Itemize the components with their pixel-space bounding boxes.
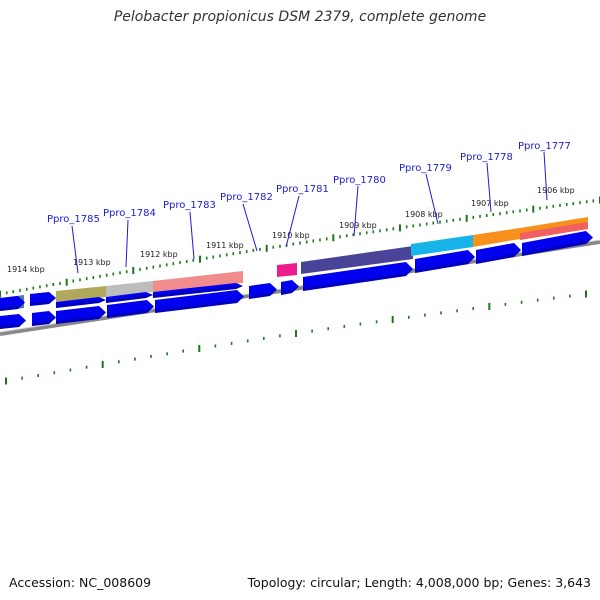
callout-line [242,203,258,252]
callout-line [189,211,195,260]
gene-arrow-shade [107,306,154,318]
gene-arrow-shade [476,250,521,264]
gene-arrow-shade [415,257,475,273]
gene-arrow[interactable] [281,280,299,295]
gene-arrow[interactable] [303,262,413,291]
gene-label-ppro-1785[interactable]: Ppro_1785 [47,214,100,225]
gene-label-ppro-1781[interactable]: Ppro_1781 [276,184,329,195]
gene-arrow-shade [303,269,413,291]
gene-callouts: Ppro_1785 Ppro_1784 Ppro_1783 Ppro_1782 … [47,141,571,274]
gene-arrow[interactable] [249,283,277,299]
kbp-label: 1909 kbp [339,221,377,230]
genome-summary-text: Topology: circular; Length: 4,008,000 bp… [247,575,591,590]
kbp-label: 1913 kbp [73,258,111,267]
callout-line [543,151,548,201]
gene-arrow-shade [249,289,277,299]
gene-arrow[interactable] [155,290,244,313]
gene-arrow-shade [0,320,26,329]
kbp-label: 1912 kbp [140,250,178,259]
gene-label-ppro-1782[interactable]: Ppro_1782 [220,192,273,203]
gene-arrow[interactable] [107,300,154,318]
gene-arrow[interactable] [522,231,593,256]
gene-arrow[interactable] [0,314,26,329]
kbp-label: 1914 kbp [7,265,45,274]
gene-label-ppro-1777[interactable]: Ppro_1777 [518,141,571,152]
accession-text: Accession: NC_008609 [9,575,152,590]
gene-arrow[interactable] [415,250,475,273]
gene-row-1 [0,231,593,311]
gene-arrow-shade [0,302,25,311]
kbp-label: 1910 kbp [272,231,310,240]
callout-line [285,195,300,248]
gene-arrow-shade [32,317,56,326]
kbp-label: 1911 kbp [206,241,244,250]
gene-arrow-shade [281,286,299,295]
kbp-label: 1906 kbp [537,186,575,195]
callout-line [71,225,79,274]
gene-label-ppro-1784[interactable]: Ppro_1784 [103,208,156,219]
gene-arrow[interactable] [476,243,521,264]
gene-arrow-shade [153,286,243,298]
gene-arrow-shade [106,295,153,303]
gene-arrow-shade [155,296,244,313]
callout-line [425,173,439,225]
gene-arrow[interactable] [56,306,106,324]
gene-row-2 [0,290,244,329]
gene-label-ppro-1780[interactable]: Ppro_1780 [333,175,386,186]
kbp-label: 1908 kbp [405,210,443,219]
gene-arrow-shade [56,312,106,324]
map-title: Pelobacter propionicus DSM 2379, complet… [113,9,487,25]
gene-arrow-shade [522,237,593,256]
gene-label-ppro-1778[interactable]: Ppro_1778 [460,152,513,163]
gene-arrow[interactable] [32,311,56,326]
tick-row-outer [0,196,600,298]
tick-row-inner [5,290,587,385]
callout-line [125,219,129,268]
callout-line [486,162,492,213]
gene-arrow[interactable] [153,283,243,298]
gene-arrow[interactable] [30,292,56,306]
gene-label-ppro-1783[interactable]: Ppro_1783 [163,200,216,211]
gene-arrow[interactable] [106,292,153,303]
gene-label-ppro-1779[interactable]: Ppro_1779 [399,163,452,174]
gene-arrow-shade [30,298,56,306]
callout-line [353,185,359,237]
gene-arrow-shade [56,300,106,308]
gene-arrow[interactable] [0,296,25,311]
gene-arrow[interactable] [56,297,106,308]
